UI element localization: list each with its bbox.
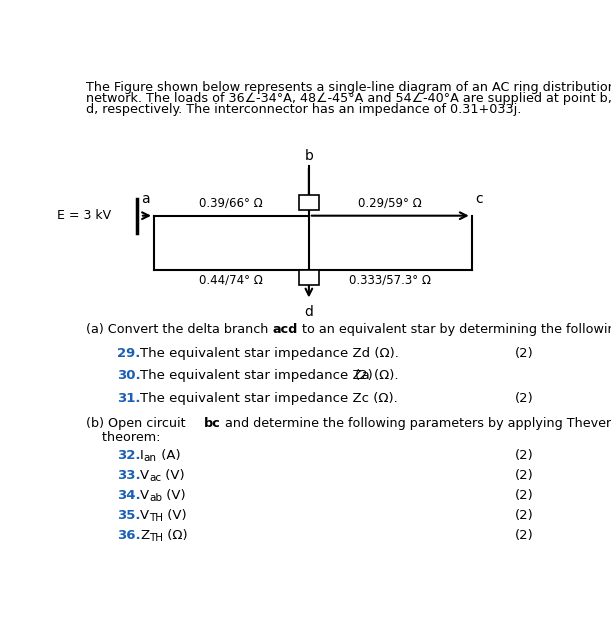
Text: 0.333∕57.3° Ω: 0.333∕57.3° Ω — [349, 274, 431, 287]
Text: V: V — [140, 509, 149, 522]
Text: acd: acd — [273, 324, 298, 336]
Text: an: an — [144, 453, 156, 463]
Text: ac: ac — [149, 473, 161, 483]
Text: 35.: 35. — [117, 509, 140, 522]
Text: a: a — [141, 193, 150, 207]
Text: (2): (2) — [515, 347, 533, 361]
Text: (Ω): (Ω) — [163, 529, 188, 542]
Text: (V): (V) — [161, 469, 185, 482]
Text: E = 3 kV: E = 3 kV — [57, 209, 111, 222]
Text: 33.: 33. — [117, 469, 141, 482]
Text: TH: TH — [149, 534, 163, 543]
Text: 32.: 32. — [117, 449, 140, 462]
Text: TH: TH — [149, 513, 163, 523]
Text: (a) Convert the delta branch: (a) Convert the delta branch — [86, 324, 273, 336]
Text: 29.: 29. — [117, 347, 140, 361]
Text: ab: ab — [149, 494, 162, 503]
Text: 0.44∕74° Ω: 0.44∕74° Ω — [199, 274, 263, 287]
Text: 31.: 31. — [117, 392, 140, 405]
Text: V: V — [140, 469, 149, 482]
Text: V: V — [140, 489, 149, 502]
Text: (2): (2) — [515, 509, 533, 522]
Text: c: c — [475, 193, 483, 207]
Text: (2): (2) — [356, 369, 374, 382]
Bar — [299, 195, 319, 211]
Text: 36.: 36. — [117, 529, 141, 542]
Text: (b) Open circuit: (b) Open circuit — [86, 417, 190, 431]
Text: d: d — [304, 305, 313, 319]
Text: and determine the following parameters by applying Thevenin’s: and determine the following parameters b… — [221, 417, 611, 431]
Text: network. The loads of 36∠-34°A, 48∠-45°A and 54∠-40°A are supplied at point b, c: network. The loads of 36∠-34°A, 48∠-45°A… — [86, 92, 611, 105]
Text: to an equivalent star by determining the following:: to an equivalent star by determining the… — [298, 324, 611, 336]
Text: (2): (2) — [515, 469, 533, 482]
Text: The Figure shown below represents a single-line diagram of an AC ring distributi: The Figure shown below represents a sing… — [86, 81, 611, 94]
Text: (V): (V) — [163, 509, 187, 522]
Text: The equivalent star impedance Za (Ω).: The equivalent star impedance Za (Ω). — [140, 369, 398, 382]
Text: 0.39∕66° Ω: 0.39∕66° Ω — [200, 197, 263, 209]
Text: 0.29∕59° Ω: 0.29∕59° Ω — [359, 197, 422, 209]
Text: bc: bc — [204, 417, 221, 431]
Text: The equivalent star impedance Zc (Ω).: The equivalent star impedance Zc (Ω). — [140, 392, 398, 405]
Text: I: I — [140, 449, 144, 462]
Text: (2): (2) — [515, 529, 533, 542]
Text: 34.: 34. — [117, 489, 141, 502]
Text: b: b — [304, 149, 313, 163]
Text: (V): (V) — [162, 489, 186, 502]
Text: The equivalent star impedance Zd (Ω).: The equivalent star impedance Zd (Ω). — [140, 347, 399, 361]
Text: Z: Z — [140, 529, 149, 542]
Text: 30.: 30. — [117, 369, 141, 382]
Text: (2): (2) — [515, 449, 533, 462]
Text: (A): (A) — [156, 449, 180, 462]
Bar — [299, 270, 319, 285]
Text: (2): (2) — [515, 489, 533, 502]
Text: theorem:: theorem: — [86, 431, 161, 445]
Text: (2): (2) — [515, 392, 533, 405]
Text: d, respectively. The interconnector has an impedance of 0.31+033j.: d, respectively. The interconnector has … — [86, 102, 522, 116]
